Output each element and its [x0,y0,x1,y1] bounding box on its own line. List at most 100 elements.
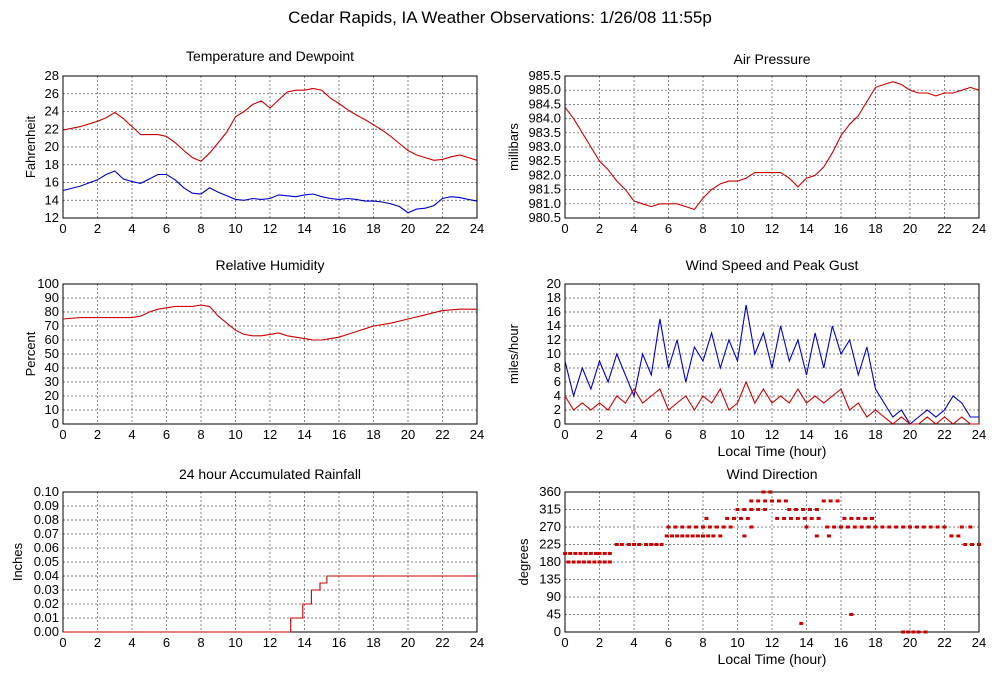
x-tick-label: 20 [903,427,917,442]
x-tick-label: 18 [366,635,380,650]
x-tick-label: 14 [799,221,813,236]
data-point [721,525,726,529]
data-point [637,543,642,546]
x-tick-label: 4 [128,635,135,650]
x-tick-label: 8 [699,221,706,236]
x-tick-label: 10 [730,635,744,650]
y-tick-label: 60 [45,332,59,347]
data-point [802,516,807,520]
y-axis-label: Percent [23,331,38,376]
x-tick-label: 14 [799,427,813,442]
x-tick-label: 12 [263,635,277,650]
x-axis-label: Local Time (hour) [718,443,827,459]
x-tick-label: 14 [297,427,311,442]
data-point [795,516,800,520]
data-point [573,551,578,555]
x-tick-label: 20 [401,427,415,442]
data-point [571,560,576,564]
data-point [581,560,586,564]
data-point [935,525,940,529]
data-point [690,534,695,538]
data-point [732,516,737,520]
data-point [782,516,787,520]
x-tick-label: 10 [730,427,744,442]
series-line-1 [564,81,980,211]
data-point [826,534,831,538]
data-point [714,525,719,529]
data-point [588,551,593,555]
data-point [735,508,740,511]
data-point [680,534,685,538]
chart-title: Relative Humidity [216,257,325,273]
y-tick-label: 28 [45,68,59,83]
data-point [718,534,723,538]
x-tick-label: 6 [163,427,170,442]
y-tick-label: 135 [539,572,561,587]
data-point [901,525,906,529]
data-point [602,551,607,555]
x-tick-label: 4 [128,221,135,236]
y-tick-label: 16 [547,304,561,319]
y-tick-label: 360 [539,484,561,499]
data-point [607,560,612,564]
y-tick-label: 16 [45,175,59,190]
data-point [756,508,761,511]
data-point [685,534,690,538]
data-point [807,508,812,511]
data-point [644,543,649,546]
series-line-1 [62,304,477,341]
chart-title: Wind Speed and Peak Gust [686,257,859,273]
y-tick-label: 0.03 [34,582,59,597]
y-tick-label: 983.5 [528,125,561,140]
x-tick-label: 22 [435,221,449,236]
data-point [963,543,968,546]
y-tick-label: 45 [547,607,561,622]
data-point [880,525,885,529]
x-tick-label: 24 [972,635,986,650]
data-point [745,516,750,520]
x-tick-label: 20 [401,635,415,650]
y-tick-label: 985.5 [528,68,561,83]
x-tick-label: 6 [665,221,672,236]
y-tick-label: 981.5 [528,182,561,197]
x-tick-label: 16 [332,427,346,442]
data-point [821,499,826,503]
y-tick-label: 0.06 [34,540,59,555]
plot-frame [62,75,478,219]
data-point [835,499,840,503]
x-tick-label: 6 [665,427,672,442]
direction-chart: 0 2 4 6 8 10 12 14 16 18 20 22 240459013518022527031… [516,466,986,667]
data-point [923,630,928,634]
y-tick-label: 0 [52,416,59,431]
y-axis-label: Fahrenheit [23,116,38,179]
data-point [576,560,581,564]
data-point [607,551,612,555]
data-point [707,525,712,529]
data-point [763,508,768,511]
x-tick-label: 2 [94,427,101,442]
x-tick-label: 2 [596,221,603,236]
data-point [914,525,919,529]
y-tick-label: 4 [554,388,561,403]
x-tick-label: 10 [228,635,242,650]
x-tick-label: 16 [834,635,848,650]
y-tick-label: 90 [547,589,561,604]
x-tick-label: 16 [834,427,848,442]
x-tick-label: 22 [937,221,951,236]
data-point [602,560,607,564]
data-point [704,516,709,520]
y-tick-label: 10 [45,402,59,417]
data-point [768,490,773,494]
data-point [669,534,674,538]
x-tick-label: 6 [163,221,170,236]
x-tick-label: 10 [730,221,744,236]
y-tick-label: 100 [37,276,59,291]
x-axis-label: Local Time (hour) [718,651,827,667]
data-point [649,543,654,546]
x-tick-label: 18 [366,221,380,236]
y-tick-label: 50 [45,346,59,361]
x-tick-label: 14 [297,635,311,650]
x-tick-label: 4 [128,427,135,442]
data-point [687,525,692,529]
data-point [568,551,573,555]
